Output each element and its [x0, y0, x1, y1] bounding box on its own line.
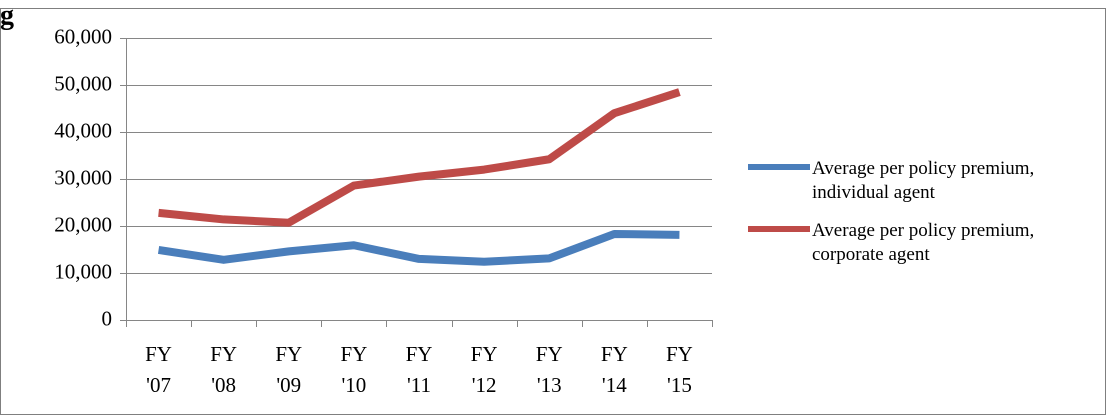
legend-label-corporate-agent: Average per policy premium, corporate age… [812, 220, 1034, 265]
y-tick-label: 10,000 [54, 259, 112, 283]
y-tick-label: 30,000 [54, 165, 112, 189]
y-tick-label: 40,000 [54, 118, 112, 142]
x-tick-label: FY '15 [666, 342, 693, 397]
corporate-agent-series-line [158, 88, 681, 227]
x-tick-label: FY '12 [471, 342, 498, 397]
x-tick-label: FY '11 [406, 342, 433, 397]
series-lines [157, 88, 681, 266]
individual-agent-series-line [157, 229, 680, 266]
x-tick-label: FY '10 [340, 342, 367, 397]
gridlines [126, 38, 712, 274]
x-tick-label: FY '09 [275, 342, 302, 397]
legend-label-individual-agent: Average per policy premium, individual ag… [812, 158, 1034, 203]
y-tick-label: 20,000 [54, 212, 112, 236]
x-tick-label: FY '08 [210, 342, 237, 397]
x-tick-label: FY '14 [601, 342, 628, 397]
x-tick-label: FY '13 [536, 342, 563, 397]
y-tick-label: 60,000 [54, 24, 112, 48]
y-tick-label: 50,000 [54, 71, 112, 95]
y-tick-label: 0 [102, 306, 113, 330]
x-tick-label: FY '07 [145, 342, 172, 397]
legend: Average per policy premium, individual ag… [748, 158, 1034, 265]
axes: 0 10,000 20,000 30,000 40,000 50,000 60,000 FY '… [54, 24, 713, 397]
cropped-heading-fragment: g [0, 0, 14, 31]
